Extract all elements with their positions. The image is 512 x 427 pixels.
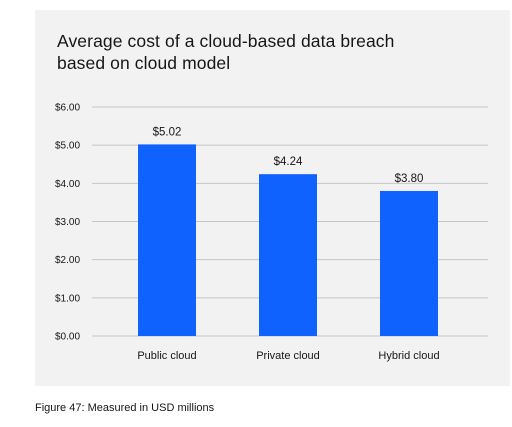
data-label-2: $3.80 (395, 173, 424, 185)
y-tick-label-6: $6.00 (55, 103, 80, 114)
chart-title: Average cost of a cloud-based data breac… (57, 30, 394, 74)
x-tick-label-1: Private cloud (256, 350, 320, 362)
y-tick-label-3: $3.00 (55, 217, 80, 228)
y-tick-label-2: $2.00 (55, 255, 80, 266)
figure-caption: Figure 47: Measured in USD millions (35, 402, 215, 414)
bar-private-cloud (259, 174, 317, 336)
y-tick-label-0: $0.00 (55, 332, 80, 343)
x-tick-label-2: Hybrid cloud (378, 350, 439, 362)
data-label-0: $5.02 (153, 126, 182, 138)
chart-title-line-1: Average cost of a cloud-based data breac… (57, 31, 395, 51)
bar-hybrid-cloud (380, 190, 438, 336)
bar-public-cloud (138, 144, 196, 336)
bar-chart: $0.00 $1.00 $2.00 $3.00 $4.00 $5.00 $6.00 $5.02… (55, 103, 488, 362)
chart-title-line-2: based on cloud model (57, 53, 231, 73)
y-tick-label-1: $1.00 (55, 293, 80, 304)
x-tick-label-0: Public cloud (137, 350, 196, 362)
data-label-1: $4.24 (274, 156, 303, 168)
y-tick-label-5: $5.00 (55, 141, 80, 152)
y-tick-label-4: $4.00 (55, 179, 80, 190)
